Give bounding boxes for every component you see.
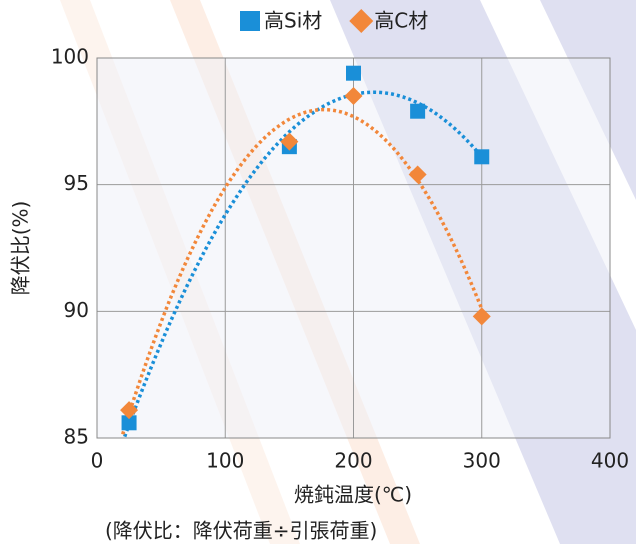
marker <box>408 165 427 184</box>
marker <box>121 415 137 431</box>
marker <box>346 65 361 81</box>
marker <box>472 307 491 326</box>
x-tick-label: 0 <box>91 449 104 473</box>
x-tick-label: 300 <box>463 449 501 473</box>
trendline <box>121 107 484 435</box>
x-tick-label: 100 <box>206 449 244 473</box>
legend-marker <box>349 9 374 33</box>
marker <box>344 87 363 105</box>
y-tick-label: 100 <box>51 45 89 69</box>
legend-marker <box>240 11 260 31</box>
footnote: (降伏比：降伏荷重÷引張荷重) <box>105 519 377 543</box>
x-tick-label: 200 <box>334 449 372 473</box>
marker <box>280 132 299 151</box>
marker <box>120 401 139 420</box>
legend-label: 高C材 <box>374 9 428 33</box>
x-tick-label: 400 <box>591 449 629 473</box>
y-tick-label: 85 <box>64 425 89 449</box>
plot-border <box>96 57 611 439</box>
legend-label: 高Si材 <box>264 9 322 33</box>
y-tick-label: 95 <box>64 171 89 195</box>
x-axis-label: 焼鈍温度(℃) <box>294 483 412 507</box>
y-tick-label: 90 <box>64 298 89 322</box>
y-axis-label: 降伏比(%) <box>9 201 33 296</box>
marker <box>474 149 490 165</box>
marker <box>410 103 426 119</box>
